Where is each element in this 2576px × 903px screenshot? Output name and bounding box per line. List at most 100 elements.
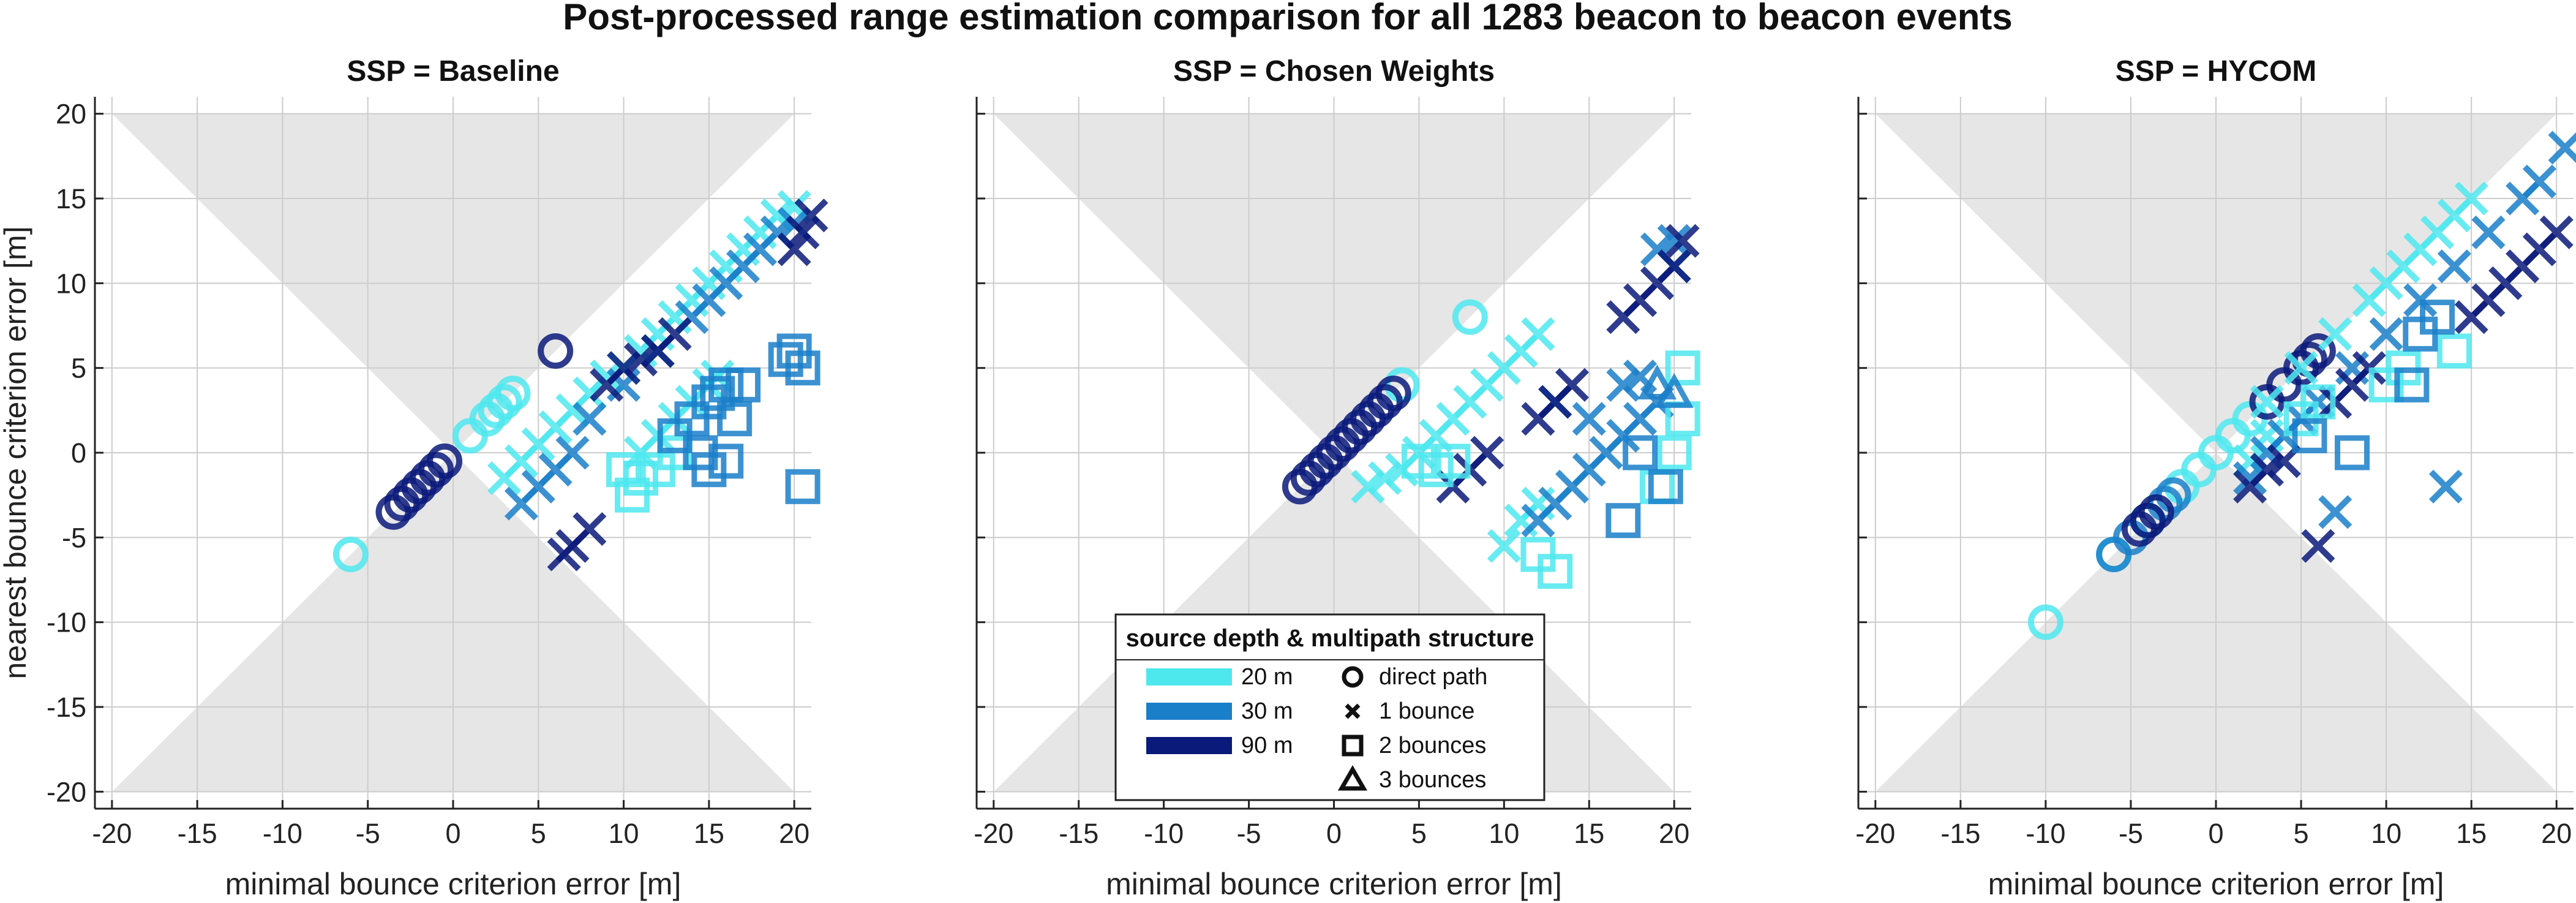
data-point-square	[1665, 350, 1700, 386]
data-point-square	[1623, 435, 1658, 470]
y-tick-label: 20	[56, 99, 86, 130]
data-point-x	[1665, 224, 1700, 258]
data-point-circle	[1367, 384, 1403, 420]
y-tick-label: -20	[47, 776, 86, 807]
y-tick-label: -15	[47, 692, 86, 723]
data-point-x	[1657, 224, 1691, 258]
data-point-x	[658, 317, 692, 351]
data-point-x	[573, 512, 607, 546]
data-point-circle	[332, 537, 369, 572]
figure-title: Post-processed range estimation comparis…	[563, 0, 2012, 37]
x-tick-label: 10	[1489, 818, 1519, 849]
y-axis-label: nearest bounce criterion error [m]	[0, 226, 32, 679]
data-point-x	[2437, 249, 2471, 284]
legend-marker-label: direct path	[1379, 664, 1487, 690]
legend: source depth & multipath structure 20 m 30…	[1114, 613, 1545, 801]
data-point-square	[1435, 444, 1471, 479]
data-point-square	[623, 461, 658, 496]
data-point-x	[1555, 368, 1590, 402]
data-point-x	[1606, 368, 1640, 402]
x-tick-label: -5	[1237, 818, 1261, 849]
data-point-x	[2471, 215, 2506, 249]
y-tick-label: 5	[71, 353, 86, 384]
data-point-circle	[486, 384, 522, 420]
x-tick-label: 20	[779, 818, 809, 849]
x-tick-label: -20	[974, 818, 1013, 849]
data-point-circle	[418, 452, 454, 488]
x-tick-label: 5	[1411, 818, 1427, 849]
data-point-x	[2369, 317, 2403, 351]
x-axis-label: minimal bounce criterion error [m]	[1106, 867, 1562, 901]
data-point-circle	[427, 443, 463, 479]
data-point-circle	[2130, 502, 2166, 538]
data-point-triangle	[1654, 372, 1694, 408]
data-point-x	[2301, 529, 2335, 563]
x-axis-label: minimal bounce criterion error [m]	[1988, 867, 2444, 901]
subplot-title: SSP = Baseline	[347, 55, 559, 88]
x-tick-label: -10	[1144, 818, 1184, 849]
data-point-square	[1648, 469, 1683, 504]
data-point-x	[2284, 351, 2318, 385]
data-point-x	[2250, 453, 2284, 487]
data-point-x	[1657, 249, 1691, 284]
data-point-square	[2420, 300, 2455, 335]
y-tick-label: 10	[56, 268, 86, 299]
x-tick-label: -15	[1940, 818, 1980, 849]
legend-depth-label: 30 m	[1241, 698, 1293, 724]
data-point-x	[573, 402, 607, 436]
data-point-square	[1605, 503, 1641, 538]
data-point-circle	[2138, 494, 2174, 530]
x-icon	[1345, 703, 1361, 719]
legend-depth-label: 20 m	[1241, 664, 1293, 690]
data-point-x	[547, 537, 581, 572]
y-tick-label: 15	[56, 183, 86, 214]
data-point-circle	[478, 392, 514, 428]
x-tick-label: -20	[92, 818, 132, 849]
data-point-x	[1351, 469, 1385, 504]
x-tick-label: 0	[445, 818, 460, 849]
subplot-title: SSP = Chosen Weights	[1173, 55, 1495, 88]
data-point-circle	[2027, 604, 2063, 640]
x-tick-label: -15	[1059, 818, 1098, 849]
x-tick-label: 0	[1326, 818, 1342, 849]
panel-hycom: -20 -15 -10 -5 0 5 10 15 20 SSP = HYCOM minimal bo…	[1855, 55, 2576, 901]
x-tick-label: 10	[2371, 818, 2401, 849]
legend-title: source depth & multipath structure	[1126, 625, 1534, 652]
legend-depth-label: 90 m	[1241, 733, 1293, 758]
x-tick-label: -20	[1855, 818, 1895, 849]
data-point-circle	[2300, 333, 2336, 369]
data-point-square	[776, 333, 812, 369]
data-point-x	[2548, 130, 2576, 165]
data-point-x	[2233, 461, 2267, 496]
legend-marker-label: 1 bounce	[1379, 698, 1474, 724]
x-tick-label: 10	[609, 818, 639, 849]
data-point-x	[623, 342, 658, 377]
data-point-square	[2436, 333, 2472, 369]
data-point-x	[1368, 461, 1402, 496]
legend-box	[1114, 613, 1545, 801]
x-tick-label: -5	[356, 818, 380, 849]
x-tick-label: 20	[1659, 818, 1689, 849]
data-point-x	[2250, 385, 2284, 419]
legend-swatch	[1146, 668, 1232, 686]
x-tick-label: -15	[178, 818, 217, 849]
data-point-square	[1538, 554, 1573, 589]
x-axis-label: minimal bounce criterion error [m]	[225, 867, 682, 901]
data-point-x	[555, 436, 590, 470]
data-point-square	[2292, 418, 2327, 453]
data-point-x	[1572, 402, 1606, 436]
data-point-square	[1656, 435, 1692, 470]
data-point-square	[2334, 435, 2370, 470]
data-point-x	[607, 351, 641, 385]
y-tick-label: -10	[47, 607, 86, 638]
data-point-x	[777, 232, 811, 266]
data-point-circle	[1452, 299, 1488, 335]
legend-marker-label: 2 bounces	[1379, 733, 1486, 758]
x-tick-label: 20	[2541, 818, 2572, 849]
data-point-x	[590, 359, 624, 394]
data-point-x	[2539, 215, 2574, 249]
data-point-x	[1470, 436, 1504, 470]
x-tick-label: 5	[531, 818, 546, 849]
data-point-x	[2522, 164, 2556, 198]
